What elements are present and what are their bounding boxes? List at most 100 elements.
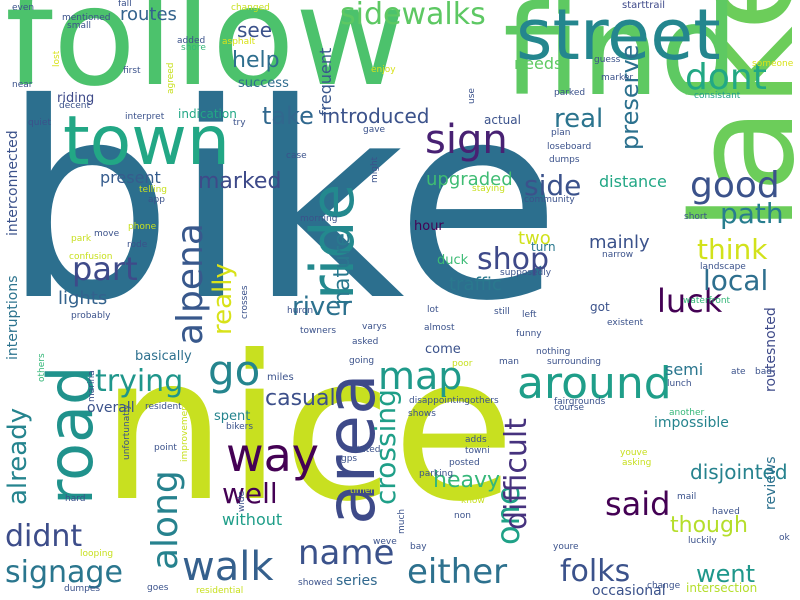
word-said: said (605, 485, 671, 523)
word-ok: ok (779, 533, 790, 543)
word-plan: plan (551, 128, 571, 138)
word-introduced: introduced (322, 104, 430, 128)
word-reviews: reviews (763, 456, 779, 510)
word-duck: duck (437, 253, 469, 268)
word-occasional: occasional (592, 583, 666, 599)
word-try: try (233, 118, 246, 128)
word-confusion: confusion (69, 252, 113, 262)
word-intersection: intersection (686, 581, 758, 595)
word-go: go (208, 346, 261, 395)
word-spent: spent (214, 409, 251, 424)
word-riding: riding (57, 91, 95, 106)
word-needs: needs (514, 54, 563, 73)
word-really: really (208, 263, 238, 335)
word-actual: actual (484, 113, 521, 127)
word-see: see (237, 18, 273, 42)
word-decent: decent (59, 101, 90, 111)
word-man: man (499, 357, 519, 367)
word-lunch: lunch (667, 379, 692, 389)
word-upgraded: upgraded (426, 169, 513, 190)
word-already: already (3, 407, 33, 505)
word-around: around (517, 358, 672, 409)
word-along: along (145, 470, 186, 570)
word-unfortunatly: unfortunatly (122, 404, 132, 460)
word-quiet: quiet (28, 118, 51, 128)
word-wide: wide (237, 490, 247, 512)
word-luckily: luckily (688, 536, 717, 546)
word-looping: looping (80, 549, 114, 559)
word-two: two (518, 228, 551, 249)
word-indication: indication (178, 107, 237, 121)
word-luck: luck (657, 282, 723, 320)
word-narrow: narrow (602, 250, 634, 260)
word-bikers: bikers (226, 422, 254, 432)
word-non: non (454, 511, 471, 521)
word-without: without (222, 510, 283, 529)
word-follow: follow (5, 0, 407, 117)
word-marked: marked (198, 169, 282, 194)
word-interpret: interpret (125, 112, 165, 122)
word-semi: semi (665, 360, 704, 379)
word-shore: shore (181, 43, 206, 53)
word-nice: nice (100, 313, 516, 546)
word-telling: telling (139, 185, 167, 195)
word-going: going (349, 356, 375, 366)
word-signage: signage (5, 555, 123, 590)
word-showed: showed (298, 578, 333, 588)
word-series: series (336, 573, 378, 589)
word-towners: towners (300, 326, 337, 336)
word-sign: sign (425, 117, 508, 163)
word-weve: weve (373, 537, 397, 547)
word-difficult: difficult (499, 418, 534, 530)
word-changed: changed (231, 3, 270, 13)
word-loseboard: loseboard (547, 142, 592, 152)
word-basically: basically (135, 349, 192, 364)
word-help: help (232, 48, 280, 73)
word-interconnected: interconnected (5, 130, 21, 236)
word-landscape: landscape (700, 262, 746, 272)
word-posted: posted (449, 458, 480, 468)
word-frequent: frequent (316, 47, 335, 116)
word-turn: turn (531, 240, 556, 254)
word-youre: youre (553, 542, 579, 552)
word-distance: distance (599, 172, 667, 191)
word-even: even (12, 3, 35, 13)
word-take: take (262, 102, 314, 130)
word-find: find (503, 0, 739, 124)
word-side: side (524, 169, 582, 202)
word-community: community (524, 195, 575, 205)
word-dumps: dumps (549, 155, 580, 165)
word-first: first (123, 66, 141, 76)
word-someone: someone (752, 59, 794, 69)
word-starttrail: starttrail (622, 0, 666, 11)
word-added: added (177, 36, 206, 46)
word-enjoy: enjoy (371, 65, 396, 75)
word-short: short (684, 212, 708, 222)
word-course: course (554, 403, 585, 413)
word-good: good (690, 165, 780, 206)
word-stated: stated (352, 445, 381, 455)
word-walk: walk (182, 544, 274, 590)
word-others: others (37, 353, 47, 382)
word-impossible: impossible (654, 415, 729, 431)
word-varys: varys (362, 322, 387, 332)
word-trying: trying (95, 364, 184, 399)
word-didnt: didnt (5, 519, 83, 554)
word-shop: shop (477, 242, 550, 277)
word-waterfront: waterfront (683, 296, 731, 306)
word-think: think (697, 233, 768, 266)
word-disappointingothers: disappointingothers (409, 396, 499, 406)
word-sidewalks: sidewalks (340, 0, 486, 32)
word-bad: bad (755, 367, 772, 377)
word-real: real (554, 104, 604, 134)
word-local: local (703, 264, 769, 297)
word-gave: gave (363, 125, 386, 135)
word-funny: funny (516, 329, 542, 339)
word-towni: towni (465, 446, 490, 456)
word-small: small (67, 21, 91, 31)
word-way: way (226, 428, 320, 482)
word-still: still (494, 307, 510, 317)
word-lights: lights (58, 288, 108, 309)
word-hard: hard (65, 494, 86, 504)
